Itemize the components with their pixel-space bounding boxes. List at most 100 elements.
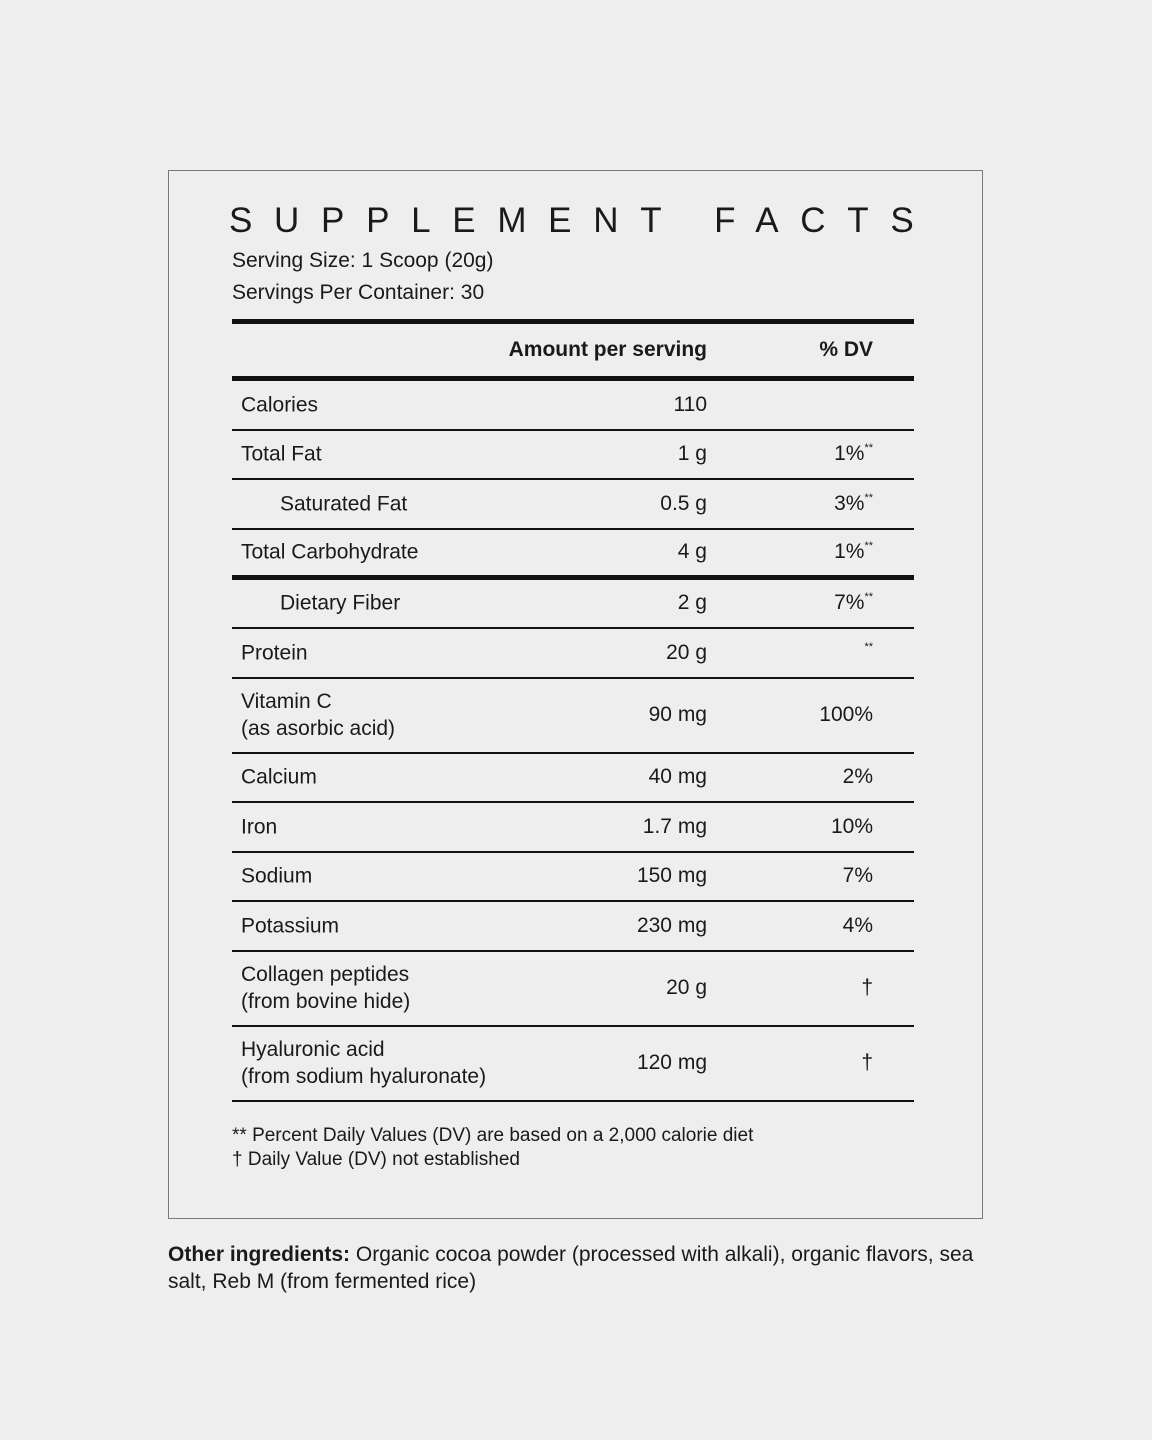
name-detail: (from bovine hide) [241,990,411,1013]
dv-note: ** [864,640,873,653]
amount: 2 g [677,591,707,615]
name: Calories [241,393,319,417]
rule [232,319,914,324]
daily-value: 2% [843,765,873,789]
daily-value: † [861,1051,873,1075]
daily-value: 7%** [834,591,873,615]
daily-value: 7% [843,864,873,888]
name-detail: (from sodium hyaluronate) [241,1065,487,1088]
dv-value: 7% [842,864,873,888]
table-row: Total Carbohydrate 4 g 1%** [232,530,914,580]
table-row: Sodium 150 mg 7% [232,853,914,902]
dv-value: 3% [834,491,865,515]
footnote: † Daily Value (DV) not established [232,1148,520,1170]
table-row: Dietary Fiber 2 g 7%** [232,580,914,629]
dv-note: ** [864,591,873,604]
nutrient-name: Potassium [241,912,339,939]
dv-value: † [861,1051,873,1074]
other-label: Other ingredients: [168,1243,351,1266]
nutrient-name: Dietary Fiber [280,590,400,617]
table-row: Protein 20 g ** [232,629,914,679]
header-dv: % DV [819,338,873,361]
nutrient-name: Saturated Fat [280,490,407,517]
table-header: Amount per serving % DV [232,324,914,376]
table-row: Hyaluronic acid (from sodium hyaluronate)… [232,1027,914,1102]
nutrient-name: Calories [241,391,318,418]
dv-value: 100% [819,703,873,726]
nutrient-name: Protein [241,639,308,666]
nutrient-name: Calcium [241,764,317,791]
amount: 0.5 g [660,491,707,515]
amount: 20 g [666,640,707,664]
dv-value: 10% [830,814,873,838]
dv-value: 2% [842,765,873,789]
dv-value: 1% [834,442,865,466]
daily-value: 1%** [834,540,873,564]
nutrient-name: Sodium [241,863,312,890]
nutrient-name: Total Carbohydrate [241,539,418,566]
name: Potassium [241,914,340,938]
table-row: Vitamin C (as asorbic acid) 90 mg 100% [232,679,914,754]
amount: 20 g [666,976,707,999]
nutrient-name: Iron [241,813,277,840]
header-amount: Amount per serving [508,338,707,361]
daily-value: ** [864,641,873,665]
dv-value: † [861,976,873,999]
dv-note: ** [864,491,873,504]
daily-value: 100% [819,703,873,727]
table-row: Iron 1.7 mg 10% [232,803,914,853]
name: Total Fat [241,442,322,466]
name: Sodium [241,864,313,888]
amount: 1.7 mg [642,814,707,838]
daily-value: 3%** [834,492,873,516]
nutrient-name: Collagen peptides (from bovine hide) [241,961,410,1015]
facts-table: Amount per serving % DV Calories 110 Total… [232,319,914,1172]
daily-value: 4% [843,914,873,938]
amount: 90 mg [648,703,707,726]
table-row: Potassium 230 mg 4% [232,902,914,952]
daily-value: 1%** [834,442,873,466]
table-rows: Calories 110 Total Fat 1 g 1%** Saturated Fat… [232,381,914,1102]
amount: 40 mg [648,765,707,789]
dv-note: ** [864,540,873,552]
table-row: Calcium 40 mg 2% [232,754,914,803]
nutrient-name: Total Fat [241,441,322,468]
daily-value: 10% [831,815,873,839]
footnote: ** Percent Daily Values (DV) are based o… [232,1124,754,1146]
dv-value: 1% [834,540,865,563]
amount: 150 mg [636,864,707,888]
name-detail: (as asorbic acid) [241,717,396,740]
amount: 230 mg [636,913,707,937]
table-row: Calories 110 [232,381,914,431]
other-text: Organic cocoa powder (processed with alk… [168,1243,974,1293]
name: Total Carbohydrate [241,540,419,564]
name: Dietary Fiber [280,591,401,615]
daily-value: † [861,976,873,1000]
nutrient-name: Hyaluronic acid (from sodium hyaluronate) [241,1036,486,1090]
name: Calcium [241,765,317,789]
name: Protein [241,641,308,665]
servings-per-container: Servings Per Container: 30 [232,281,485,304]
name: Saturated Fat [280,492,408,516]
table-row: Collagen peptides (from bovine hide) 20 g † [232,952,914,1027]
name: Iron [241,815,278,839]
name: Vitamin C [241,690,332,713]
table-row: Total Fat 1 g 1%** [232,431,914,480]
facts-panel: SUPPLEMENT FACTS Serving Size: 1 Scoop (… [168,170,983,1219]
amount: 110 [673,392,707,416]
other-ingredients: Other ingredients: Organic cocoa powder … [168,1241,988,1295]
nutrient-name: Vitamin C (as asorbic acid) [241,688,395,742]
dv-value: 4% [842,913,873,937]
amount: 4 g [677,540,707,563]
amount: 120 mg [636,1051,707,1074]
dv-note: ** [864,442,873,455]
title: SUPPLEMENT FACTS [229,201,936,240]
footnotes: ** Percent Daily Values (DV) are based o… [232,1124,914,1172]
rule [232,376,914,381]
table-row: Saturated Fat 0.5 g 3%** [232,480,914,530]
name: Hyaluronic acid [241,1038,385,1061]
dv-value: 7% [834,591,865,615]
serving-size: Serving Size: 1 Scoop (20g) [232,249,494,272]
name: Collagen peptides [241,963,410,986]
